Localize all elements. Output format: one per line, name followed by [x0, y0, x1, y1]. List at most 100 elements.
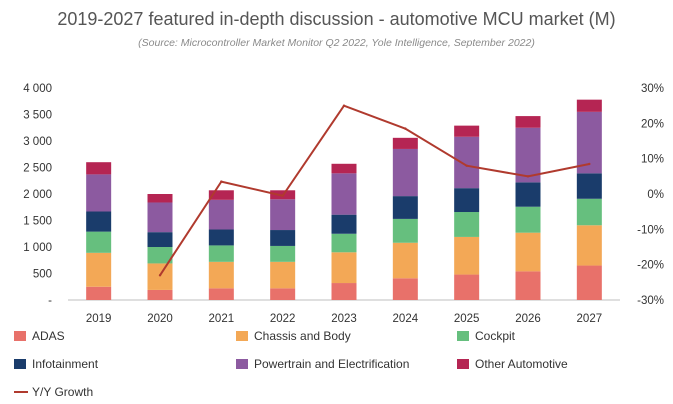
bar-segment-other-automotive	[392, 137, 418, 149]
bar-segment-powertrain-and-electrification	[86, 174, 112, 212]
legend-swatch-powertrain-and-electrification	[236, 359, 248, 369]
bar-segment-other-automotive	[331, 163, 357, 174]
bar-segment-infotainment	[515, 182, 541, 207]
bar-segment-adas	[86, 286, 112, 300]
growth-point	[158, 274, 162, 277]
bar-segment-powertrain-and-electrification	[331, 173, 357, 215]
legend-label-chassis-and-body: Chassis and Body	[254, 329, 351, 343]
bar-segment-adas	[147, 289, 173, 300]
bar-segment-other-automotive	[208, 190, 234, 200]
bar-segment-infotainment	[208, 229, 234, 246]
bar-segment-cockpit	[392, 218, 418, 243]
bar-segment-chassis-and-body	[576, 225, 602, 266]
bar-segment-infotainment	[147, 232, 173, 247]
y-tick-label: 1 500	[23, 216, 52, 228]
x-tick-label: 2021	[209, 313, 235, 325]
bar-segment-chassis-and-body	[331, 252, 357, 284]
bar-segment-chassis-and-body	[86, 252, 112, 287]
bar-segment-cockpit	[515, 206, 541, 233]
bar-segment-chassis-and-body	[392, 242, 418, 279]
bar-segment-other-automotive	[515, 116, 541, 128]
x-tick-label: 2024	[393, 313, 419, 325]
bar-segment-other-automotive	[86, 162, 112, 175]
y-tick-label: -	[48, 295, 52, 307]
bar-segment-adas	[270, 288, 296, 300]
y2-tick-label: 10%	[641, 154, 664, 166]
bar-segment-infotainment	[331, 214, 357, 234]
bar-segment-cockpit	[147, 247, 173, 264]
bar-segment-powertrain-and-electrification	[208, 199, 234, 230]
bar-segment-adas	[576, 265, 602, 300]
bar-segment-powertrain-and-electrification	[147, 202, 173, 233]
y-tick-label: 3 000	[23, 136, 52, 148]
bar-segment-cockpit	[331, 233, 357, 253]
bar-segment-powertrain-and-electrification	[270, 199, 296, 231]
bar-segment-powertrain-and-electrification	[392, 148, 418, 197]
bar-segment-chassis-and-body	[208, 261, 234, 289]
bar-segment-other-automotive	[454, 125, 480, 137]
legend-label-other-automotive: Other Automotive	[475, 357, 568, 371]
bar-segment-infotainment	[86, 211, 112, 232]
bar-segment-cockpit	[270, 245, 296, 262]
legend-label-cockpit: Cockpit	[475, 329, 516, 343]
growth-point	[281, 194, 284, 197]
y-tick-label: 2 500	[23, 163, 52, 175]
legend: ADAS Chassis and Body Cockpit Infotainment P…	[14, 329, 568, 399]
bar-segment-infotainment	[454, 188, 480, 213]
y2-tick-label: 30%	[641, 83, 664, 95]
bar-segment-adas	[454, 274, 480, 300]
growth-point	[465, 164, 468, 167]
y2-tick-label: 0%	[647, 189, 664, 201]
legend-label-adas: ADAS	[32, 329, 65, 343]
y2-tick-label: 20%	[641, 118, 664, 130]
chart-title: 2019-2027 featured in-depth discussion -…	[57, 9, 615, 29]
x-tick-label: 2022	[270, 313, 296, 325]
bar-segment-cockpit	[86, 231, 112, 253]
bar-segment-other-automotive	[147, 194, 173, 203]
x-tick-label: 2025	[454, 313, 480, 325]
growth-point	[526, 175, 530, 178]
bar-segment-powertrain-and-electrification	[454, 136, 480, 189]
legend-label-y-y-growth: Y/Y Growth	[32, 385, 93, 399]
growth-point	[220, 180, 223, 183]
y2-tick-label: -20%	[637, 260, 664, 272]
bar-segment-adas	[392, 278, 418, 300]
bar-segment-infotainment	[392, 196, 418, 219]
y-tick-label: 3 500	[23, 110, 52, 122]
bar-segment-chassis-and-body	[454, 236, 480, 275]
bar-segment-cockpit	[208, 245, 234, 262]
growth-line	[159, 104, 590, 276]
legend-swatch-infotainment	[14, 359, 26, 369]
bar-segment-chassis-and-body	[147, 263, 173, 290]
y-tick-label: 4 000	[23, 83, 52, 95]
growth-point	[588, 162, 591, 166]
y2-tick-label: -30%	[637, 295, 664, 307]
bar-segment-infotainment	[270, 230, 296, 246]
legend-swatch-other-automotive	[457, 359, 469, 369]
bar-segment-chassis-and-body	[515, 232, 541, 272]
x-tick-label: 2019	[86, 313, 112, 325]
y-tick-label: 1 000	[23, 242, 52, 254]
bar-segment-other-automotive	[576, 99, 602, 112]
bar-segment-infotainment	[576, 173, 602, 199]
x-tick-label: 2023	[331, 313, 357, 325]
growth-point	[404, 127, 407, 130]
growth-point	[342, 104, 346, 107]
legend-label-powertrain-and-electrification: Powertrain and Electrification	[254, 357, 409, 371]
y-tick-label: 500	[33, 269, 52, 281]
legend-swatch-adas	[14, 331, 26, 341]
legend-label-infotainment: Infotainment	[32, 357, 99, 371]
legend-swatch-chassis-and-body	[236, 331, 248, 341]
bar-segment-cockpit	[576, 198, 602, 226]
y-tick-label: 2 000	[23, 189, 52, 201]
bar-segment-adas	[331, 283, 357, 300]
bar-segment-adas	[515, 271, 541, 300]
bar-segment-chassis-and-body	[270, 261, 296, 289]
legend-swatch-cockpit	[457, 331, 469, 341]
bar-segment-adas	[208, 288, 234, 300]
x-tick-label: 2026	[515, 313, 541, 325]
x-tick-label: 2027	[577, 313, 603, 325]
bar-segment-cockpit	[454, 212, 480, 237]
